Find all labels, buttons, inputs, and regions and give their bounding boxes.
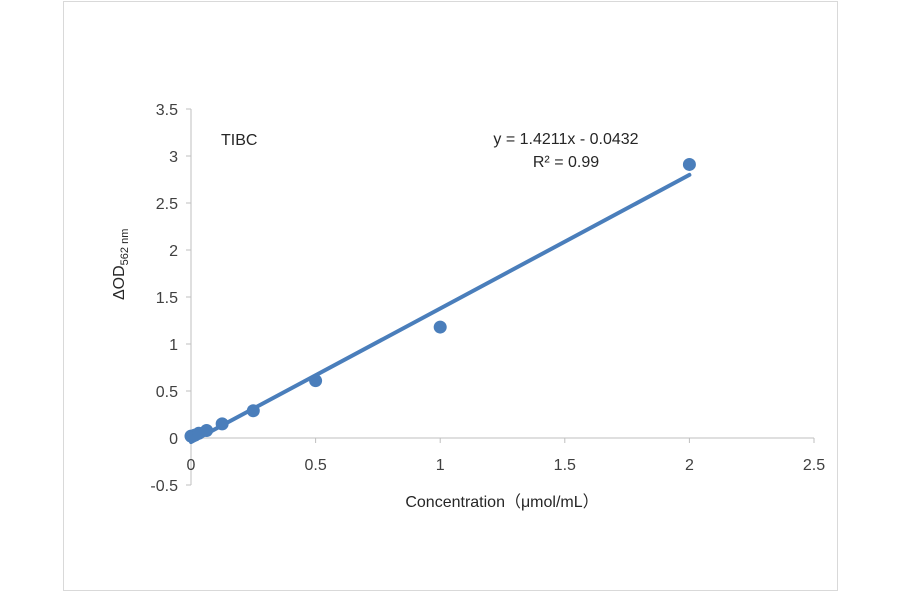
data-point [200, 423, 214, 437]
data-point [433, 320, 447, 334]
linear-trendline [189, 172, 692, 445]
y-tick-label: 1.5 [156, 290, 178, 307]
y-tick-label: 2.5 [156, 196, 178, 213]
y-axis-label-main: ΔOD [111, 265, 128, 300]
data-point [215, 417, 229, 431]
r-squared-label: R² = 0.99 [533, 154, 599, 171]
x-tick-label: 1.5 [554, 457, 576, 474]
data-point [246, 404, 260, 418]
y-tick-label: -0.5 [150, 478, 178, 495]
x-tick-label: 2.5 [803, 457, 825, 474]
y-tick-label: 3 [169, 149, 178, 166]
x-tick-label: 2 [685, 457, 694, 474]
x-tick-label: 0 [187, 457, 196, 474]
x-axis-label: Concentration（μmol/mL） [405, 493, 598, 511]
y-axis-label-subscript: 562 nm [119, 229, 131, 266]
data-point [309, 374, 323, 388]
data-point [682, 157, 696, 171]
y-tick-label: 3.5 [156, 102, 178, 119]
y-tick-label: 1 [169, 337, 178, 354]
chart-title: TIBC [221, 132, 257, 149]
y-tick-label: 0 [169, 431, 178, 448]
y-axis-label: ΔOD562 nm [111, 229, 131, 300]
chart-frame [63, 1, 838, 591]
trendline-equation: y = 1.4211x - 0.0432 [493, 131, 638, 148]
x-tick-label: 0.5 [304, 457, 326, 474]
y-tick-label: 2 [169, 243, 178, 260]
y-tick-label: 0.5 [156, 384, 178, 401]
x-tick-label: 1 [436, 457, 445, 474]
